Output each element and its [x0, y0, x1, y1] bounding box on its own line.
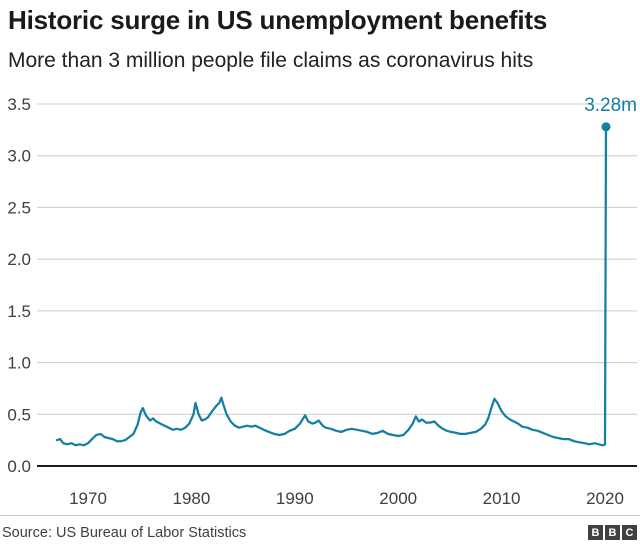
peak-annotation: 3.28m	[584, 95, 637, 116]
x-tick-label: 1970	[69, 489, 107, 508]
bbc-logo-letter: B	[588, 525, 603, 540]
x-tick-label: 1990	[276, 489, 314, 508]
y-tick-label: 2.0	[7, 250, 31, 269]
x-tick-label: 2020	[586, 489, 624, 508]
y-tick-label: 1.0	[7, 354, 31, 373]
x-tick-label: 2000	[379, 489, 417, 508]
x-tick-label: 1980	[172, 489, 210, 508]
chart-title: Historic surge in US unemployment benefi…	[8, 5, 548, 35]
y-tick-label: 0.0	[7, 457, 31, 476]
bbc-logo-letter: B	[605, 525, 620, 540]
bbc-logo-letter: C	[622, 525, 637, 540]
y-tick-label: 0.5	[7, 405, 31, 424]
y-tick-label: 3.5	[7, 95, 31, 114]
y-tick-label: 1.5	[7, 302, 31, 321]
y-tick-label: 2.5	[7, 198, 31, 217]
peak-dot	[601, 122, 611, 132]
chart-header: Historic surge in US unemployment benefi…	[0, 0, 640, 85]
chart-subtitle: More than 3 million people file claims a…	[8, 48, 534, 72]
chart-footer: Source: US Bureau of Labor Statistics B …	[0, 515, 640, 549]
line-chart: 0.0 0.5 1.0 1.5 2.0 2.5 3.0 3.5 1970 1980 1990 2000…	[0, 85, 640, 515]
bbc-logo: B B C	[588, 525, 637, 540]
x-tick-label: 2010	[483, 489, 521, 508]
y-tick-label: 3.0	[7, 147, 31, 166]
source-label: Source: US Bureau of Labor Statistics	[2, 524, 247, 541]
chart-canvas: 0.0 0.5 1.0 1.5 2.0 2.5 3.0 3.5 1970 1980 1990 2000…	[7, 95, 637, 508]
claims-line	[55, 125, 608, 447]
